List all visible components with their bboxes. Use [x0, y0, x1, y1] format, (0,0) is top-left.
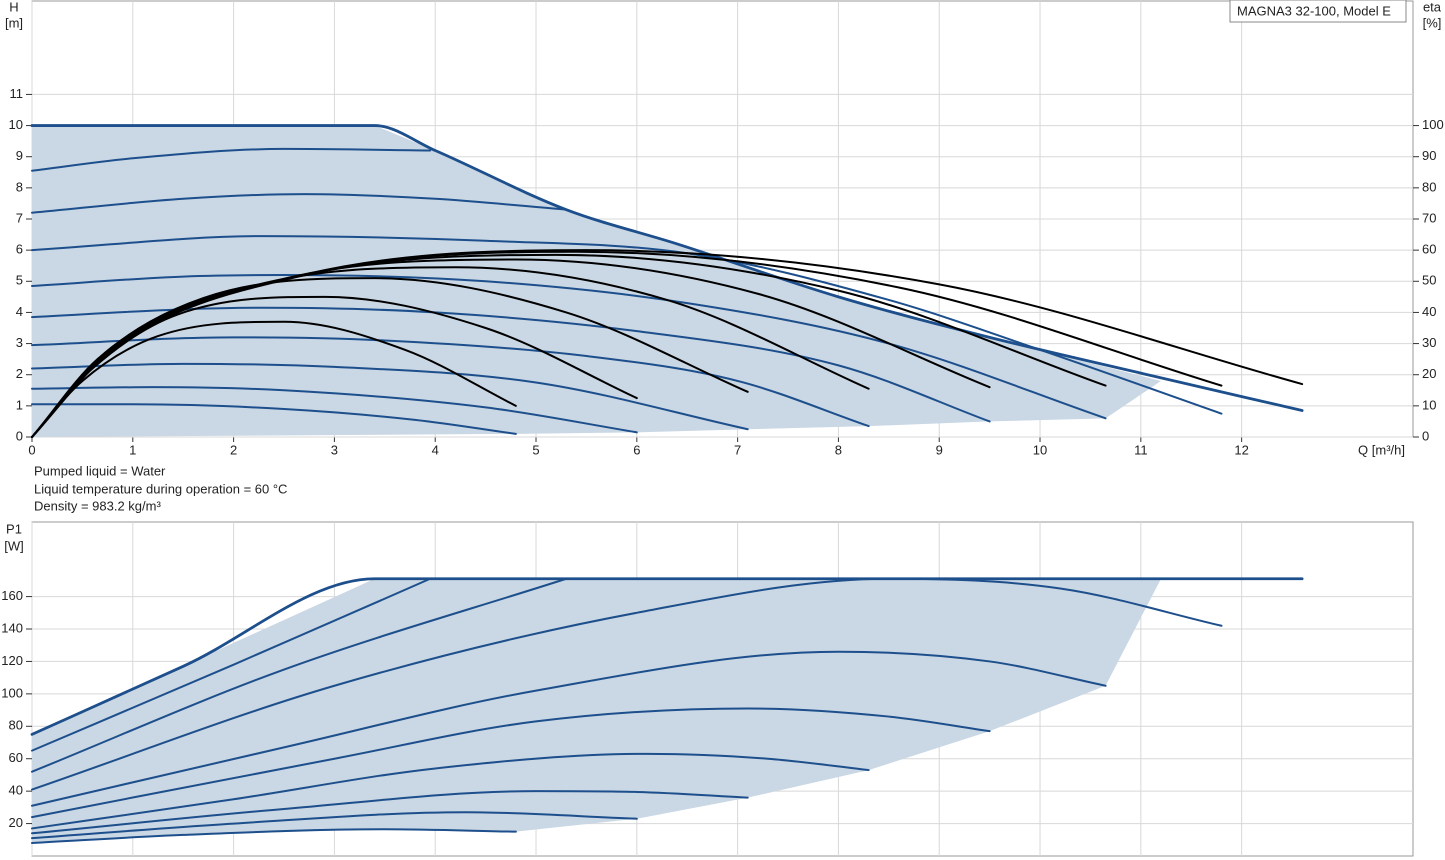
y-tick-label: 9: [16, 148, 23, 163]
x-axis-label: Q [m³/h]: [1358, 442, 1405, 457]
operating-area: [32, 578, 1161, 844]
y-tick-label: 100: [1, 685, 23, 700]
y2-tick-label: 40: [1422, 304, 1436, 319]
x-tick-label: 6: [633, 442, 640, 457]
x-tick-label: 12: [1234, 442, 1248, 457]
curve: [31, 403, 517, 435]
annotation: Pumped liquid = Water: [34, 463, 166, 478]
curve: [31, 362, 749, 431]
y-axis-unit: [W]: [4, 538, 24, 553]
x-tick-label: 11: [1134, 442, 1148, 457]
y-tick-label: 5: [16, 273, 23, 288]
y-tick-label: 8: [16, 179, 23, 194]
y-tick-label: 10: [9, 117, 23, 132]
efficiency-curve: [31, 253, 1107, 438]
x-tick-label: 8: [835, 442, 842, 457]
curve: [30, 577, 1304, 736]
y-tick-label: 40: [9, 783, 23, 798]
y-tick-label: 140: [1, 620, 23, 635]
y-tick-label: 7: [16, 210, 23, 225]
y-axis-label: P1: [6, 521, 22, 536]
curve: [31, 336, 870, 428]
efficiency-curve: [31, 249, 1304, 438]
x-tick-label: 2: [230, 442, 237, 457]
y-tick-label: 2: [16, 366, 23, 381]
efficiency-curve: [31, 250, 1223, 438]
x-tick-label: 9: [936, 442, 943, 457]
x-tick-label: 7: [734, 442, 741, 457]
y-tick-label: 3: [16, 335, 23, 350]
curve: [31, 828, 517, 845]
annotation: Density = 983.2 kg/m³: [34, 498, 161, 513]
y-tick-label: 60: [9, 750, 23, 765]
y-tick-label: 4: [16, 304, 23, 319]
curve: [31, 577, 568, 773]
x-tick-label: 5: [532, 442, 539, 457]
y2-tick-label: 50: [1422, 273, 1436, 288]
y2-tick-label: 20: [1422, 366, 1436, 381]
y2-axis-label: eta: [1423, 0, 1442, 14]
curve: [31, 193, 568, 214]
annotation: Liquid temperature during operation = 60…: [34, 481, 287, 496]
y2-tick-label: 100: [1422, 117, 1444, 132]
curve: [31, 650, 1107, 807]
plot: 20 40 60 80 100 120 140 160: [1, 521, 1414, 857]
x-tick-label: 0: [28, 442, 35, 457]
curve: [31, 790, 749, 835]
y-tick-label: 11: [10, 86, 24, 101]
y-tick-label: 1: [16, 397, 23, 412]
curve: [31, 577, 1223, 791]
y-tick-label: 160: [1, 588, 23, 603]
curve: [31, 147, 432, 172]
y2-tick-label: 80: [1422, 179, 1436, 194]
chart-title: MAGNA3 32-100, Model E: [1237, 3, 1391, 18]
y-axis-unit: [m]: [5, 15, 23, 30]
y-tick-label: 20: [9, 815, 23, 830]
x-tick-label: 4: [432, 442, 439, 457]
y-axis-label: H: [9, 0, 18, 14]
curve: [31, 752, 870, 830]
curve: [31, 811, 638, 840]
y-tick-label: 80: [9, 718, 23, 733]
curve: [31, 577, 432, 752]
plot: 0 1 2 3 4 5 6 7 8 9 10 11 12012345678910110102030405…: [9, 0, 1444, 457]
efficiency-curve: [31, 320, 517, 438]
title-box: [1229, 0, 1407, 23]
y-tick-label: 6: [16, 242, 23, 257]
x-tick-label: 10: [1033, 442, 1047, 457]
curve: [31, 386, 638, 434]
y2-tick-label: 0: [1422, 428, 1429, 443]
curve: [30, 124, 1304, 412]
y2-axis-unit: [%]: [1423, 15, 1442, 30]
y-tick-label: 120: [1, 653, 23, 668]
y2-tick-label: 70: [1422, 210, 1436, 225]
curve: [31, 707, 991, 819]
y2-tick-label: 60: [1422, 242, 1436, 257]
x-tick-label: 3: [331, 442, 338, 457]
y2-tick-label: 10: [1422, 397, 1436, 412]
curve: [31, 274, 1107, 420]
x-tick-label: 1: [129, 442, 136, 457]
y2-tick-label: 90: [1422, 148, 1436, 163]
y-tick-label: 0: [16, 428, 23, 443]
y2-tick-label: 30: [1422, 335, 1436, 350]
